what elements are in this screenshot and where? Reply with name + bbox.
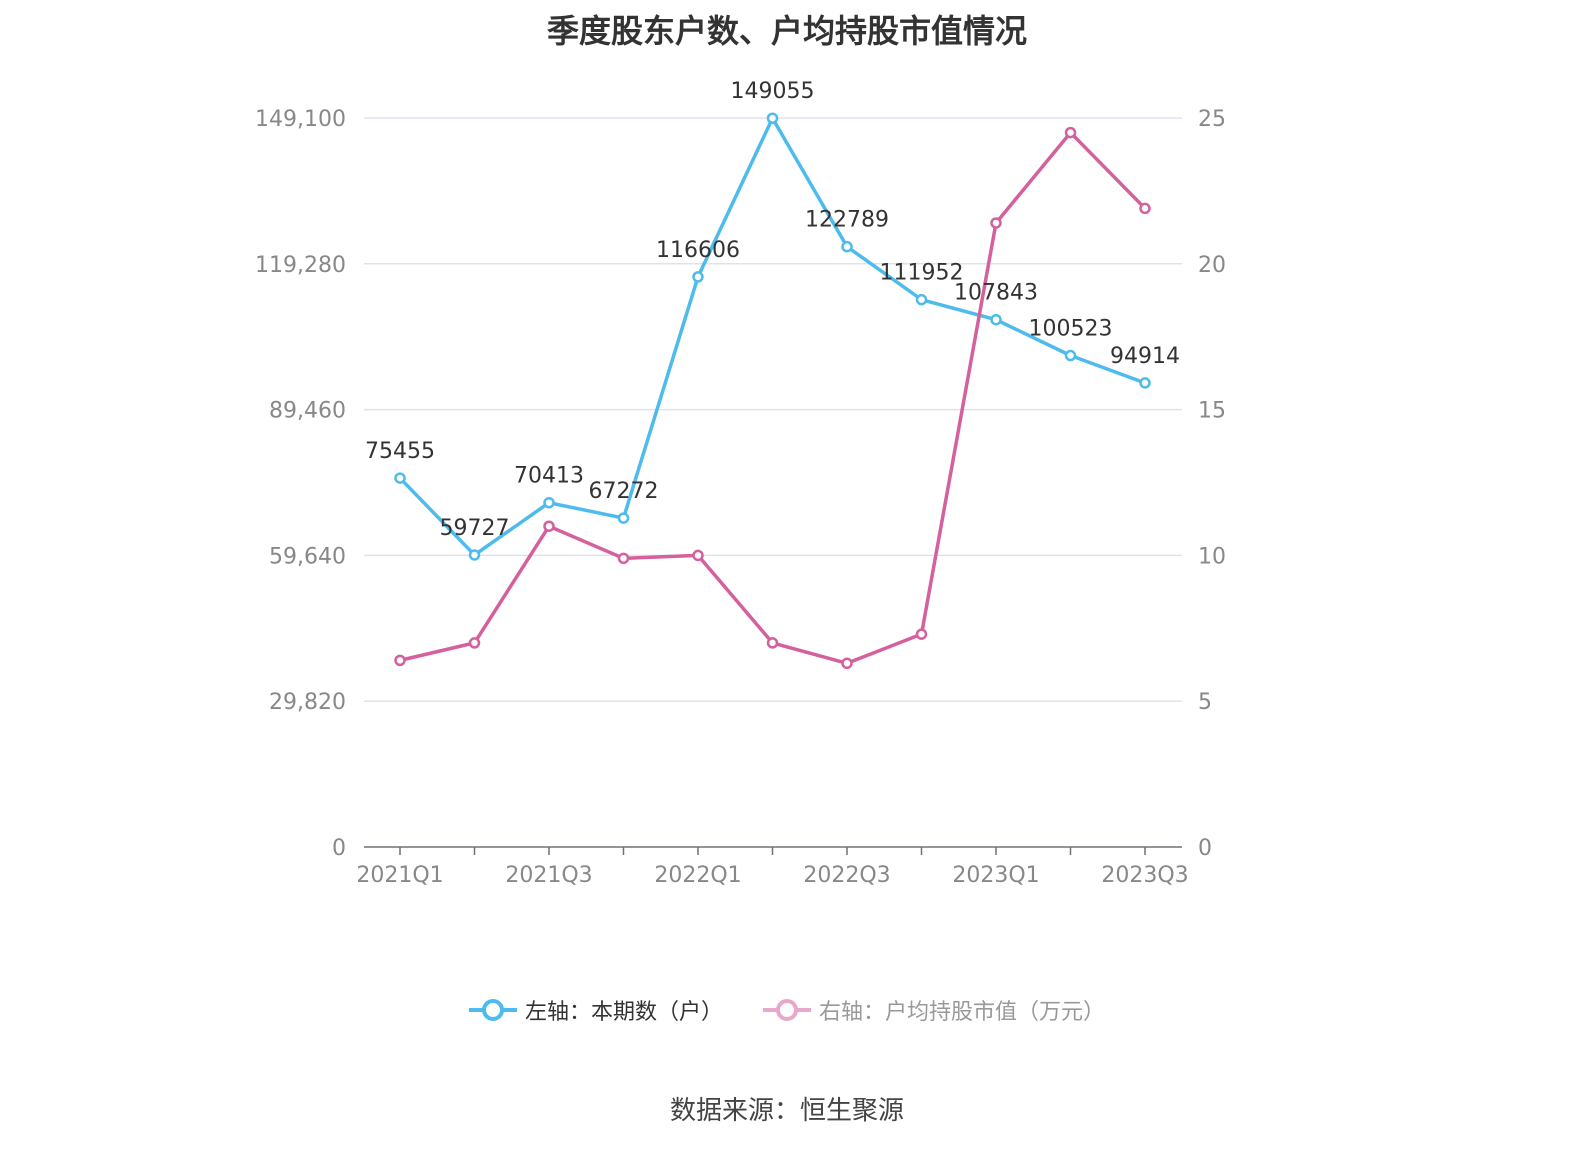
data-point	[990, 313, 1002, 326]
data-point	[394, 654, 406, 667]
data-label: 122789	[805, 208, 889, 233]
data-label: 111952	[880, 261, 964, 286]
legend-item-avg-value[interactable]: 右轴：户均持股市值（万元）	[763, 994, 1105, 1026]
data-label: 70413	[514, 464, 584, 489]
right-axis-tick-label: 15	[1198, 399, 1226, 424]
data-label: 107843	[954, 281, 1038, 306]
data-point	[766, 112, 779, 124]
data-point	[692, 549, 704, 562]
data-point	[766, 637, 779, 649]
chart-title: 季度股东户数、户均持股市值情况	[546, 12, 1027, 50]
right-axis-tick-label: 10	[1198, 544, 1226, 569]
left-axis-tick-label: 119,280	[255, 253, 346, 278]
data-label: 100523	[1029, 317, 1113, 342]
left-axis-tick-label: 149,100	[255, 107, 346, 132]
x-axis-tick-label: 2022Q3	[803, 863, 890, 888]
data-point	[468, 637, 481, 649]
x-axis-tick-label: 2023Q3	[1101, 863, 1188, 888]
x-axis-tick-label: 2021Q1	[356, 863, 443, 888]
data-point	[468, 549, 481, 561]
data-label: 149055	[731, 79, 815, 104]
data-point	[692, 271, 704, 283]
x-axis-tick-label: 2021Q3	[505, 863, 592, 888]
series	[394, 112, 1151, 670]
data-point	[841, 240, 853, 253]
left-axis-tick-label: 89,460	[269, 399, 346, 424]
data-point	[617, 512, 630, 524]
grid-lines	[364, 117, 1182, 702]
legend-label-households: 左轴：本期数（户）	[524, 1000, 723, 1025]
data-point	[841, 657, 853, 670]
data-point	[617, 552, 630, 565]
data-label: 67272	[589, 479, 659, 504]
right-axis-tick-label: 5	[1198, 690, 1212, 715]
data-label: 59727	[440, 516, 510, 541]
data-point	[990, 217, 1002, 229]
data-point	[394, 472, 406, 484]
data-point	[915, 628, 928, 640]
data-point	[915, 293, 928, 306]
data-point	[1139, 202, 1151, 215]
data-point	[543, 520, 555, 532]
right-axis-tick-label: 25	[1198, 107, 1226, 132]
legend-item-households[interactable]: 左轴：本期数（户）	[468, 994, 723, 1026]
legend-swatch-avg-value	[763, 999, 811, 1021]
data-point	[1139, 377, 1151, 389]
data-label: 116606	[656, 238, 740, 263]
axes: 0 0 29,820 5 59,640 10 89,460 15 119,280 20 149,10…	[255, 107, 1226, 888]
series-line-1	[399, 130, 1147, 666]
legend: 左轴：本期数（户） 右轴：户均持股市值（万元）	[0, 990, 1574, 1030]
legend-label-avg-value: 右轴：户均持股市值（万元）	[819, 1000, 1106, 1025]
legend-swatch-households	[468, 999, 517, 1021]
left-axis-tick-label: 59,640	[269, 544, 346, 569]
right-axis-tick-label: 0	[1198, 836, 1212, 861]
data-label: 75455	[365, 439, 435, 464]
left-axis-tick-label: 0	[332, 836, 346, 861]
right-axis-tick-label: 20	[1198, 253, 1226, 278]
data-point	[1064, 126, 1077, 139]
left-axis-tick-label: 29,820	[269, 690, 346, 715]
data-label: 94914	[1110, 344, 1180, 369]
data-point	[1064, 349, 1077, 362]
data-point	[543, 496, 555, 509]
x-axis-tick-label: 2023Q1	[952, 863, 1039, 888]
chart-plot: 0 0 29,820 5 59,640 10 89,460 15 119,280 20 149,10…	[255, 79, 1226, 888]
x-axis-tick-label: 2022Q1	[654, 863, 741, 888]
data-source: 数据来源：恒生聚源	[669, 1096, 904, 1126]
